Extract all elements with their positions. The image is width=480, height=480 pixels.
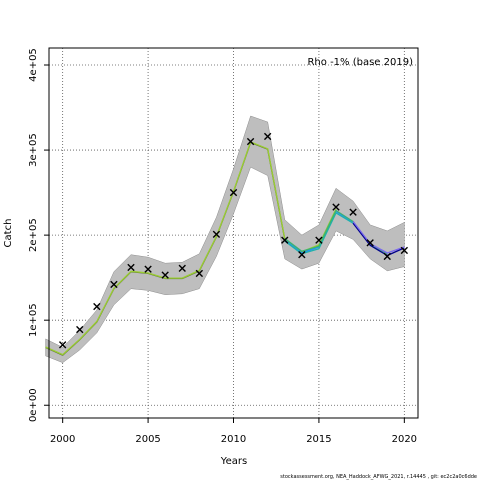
observation-marker-2016 bbox=[332, 203, 340, 211]
observation-markers-layer bbox=[58, 132, 409, 349]
observation-marker-2001 bbox=[76, 325, 84, 334]
series-line-6 bbox=[352, 221, 405, 254]
observation-marker-2007 bbox=[178, 264, 186, 272]
y-axis-ticks: 0e+00 1e+05 2e+05 3e+05 4e+05 bbox=[28, 48, 49, 422]
y-tick-label-4: 4e+05 bbox=[28, 48, 39, 82]
observation-marker-2019 bbox=[383, 252, 391, 261]
observation-marker-2014 bbox=[298, 250, 306, 259]
observation-marker-2017 bbox=[349, 208, 357, 216]
y-tick-label-1: 1e+05 bbox=[28, 303, 39, 337]
y-axis-title: Catch bbox=[3, 219, 14, 248]
observation-marker-2012 bbox=[263, 132, 272, 141]
y-tick-label-3: 3e+05 bbox=[28, 133, 39, 167]
series-line-2 bbox=[284, 210, 354, 254]
x-tick-label-4: 2020 bbox=[392, 434, 417, 445]
observation-marker-2020 bbox=[400, 246, 409, 255]
observation-marker-2010 bbox=[229, 188, 238, 197]
observation-marker-2009 bbox=[212, 230, 221, 238]
x-tick-label-0: 2000 bbox=[50, 434, 75, 445]
observation-marker-2000 bbox=[58, 341, 67, 349]
observation-marker-2008 bbox=[195, 269, 204, 278]
observation-marker-2018 bbox=[366, 239, 374, 247]
footer-credit: stockassessment.org, NEA_Haddock_AFWG_20… bbox=[280, 474, 477, 480]
x-tick-label-3: 2015 bbox=[306, 434, 331, 445]
x-axis-title: Years bbox=[220, 456, 247, 467]
retro-annotation: Rho -1% (base 2019) bbox=[307, 57, 413, 68]
observation-marker-2015 bbox=[315, 236, 323, 244]
x-tick-label-2: 2010 bbox=[221, 434, 246, 445]
series-line-5 bbox=[352, 222, 405, 257]
y-tick-label-0: 0e+00 bbox=[28, 388, 39, 422]
y-tick-label-2: 2e+05 bbox=[28, 218, 39, 252]
observation-marker-2006 bbox=[161, 271, 169, 279]
observation-marker-2003 bbox=[110, 280, 118, 289]
observation-marker-2004 bbox=[127, 263, 135, 272]
observation-marker-2005 bbox=[144, 265, 152, 273]
x-axis-ticks: 2000 2005 2010 2015 2020 bbox=[50, 418, 417, 445]
observation-marker-2011 bbox=[246, 137, 255, 146]
observation-marker-2013 bbox=[281, 236, 289, 244]
observation-marker-2002 bbox=[93, 302, 101, 311]
x-tick-label-1: 2005 bbox=[135, 434, 160, 445]
